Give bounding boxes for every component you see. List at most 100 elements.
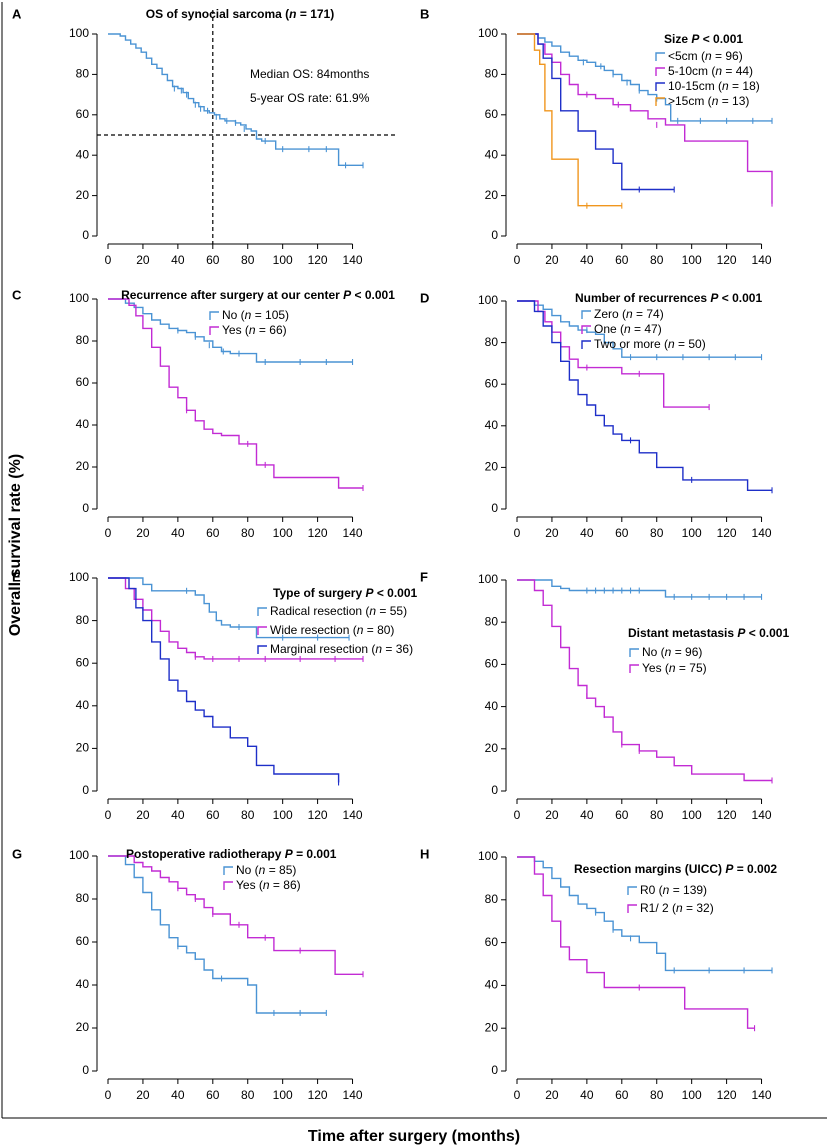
y-tick-label: 100 (69, 570, 89, 584)
survival-curve-r0 (517, 856, 772, 972)
x-tick-label: 120 (717, 253, 737, 267)
legend-label-part: Two or more ( (594, 337, 668, 351)
legend-label-part: = 55) (376, 604, 407, 618)
legend-label-part: R0 ( (640, 883, 663, 897)
x-tick-label: 40 (171, 808, 185, 822)
panel-letter: D (420, 290, 429, 305)
survival-curve-10-15cm (517, 33, 675, 191)
legend-label-part: n (676, 901, 683, 915)
legend-swatch (627, 904, 637, 913)
y-tick-label: 80 (485, 614, 499, 628)
survival-curve-5-10cm (517, 33, 773, 204)
legend-label: 5-10cm (n = 44) (668, 64, 753, 78)
y-tick-label: 60 (485, 107, 499, 121)
chart-title-part: P (725, 862, 734, 876)
legend-label-part: = 13) (718, 94, 749, 108)
legend-label-part: Wide resection ( (270, 623, 357, 637)
x-tick-label: 100 (273, 526, 293, 540)
chart-title: Recurrence after surgery at our center P… (121, 288, 395, 302)
y-tick-label: 60 (485, 935, 499, 949)
x-tick-label: 80 (241, 253, 255, 267)
legend-label-part: >15cm ( (668, 94, 712, 108)
chart-title-part: < 0.001 (718, 291, 762, 305)
legend-label-part: Yes ( (236, 878, 263, 892)
survival-curve-r1-2 (517, 856, 755, 1029)
chart-panel-c: C 0 20 40 60 80 100 120 140 0 20 40 60 80 100 Recurrenc… (12, 287, 395, 540)
y-tick-label: 20 (76, 741, 90, 755)
legend-label-part: n (663, 883, 670, 897)
x-tick-label: 80 (650, 808, 664, 822)
y-tick-label: 0 (82, 783, 89, 797)
legend-label-part: n (357, 623, 364, 637)
y-tick-label: 100 (478, 849, 498, 863)
chart-title-part: Number of recurrences (575, 291, 710, 305)
y-tick-label: 100 (478, 26, 498, 40)
y-tick-label: 40 (485, 418, 499, 432)
chart-title: Number of recurrences P < 0.001 (575, 291, 762, 305)
chart-title-part: P (343, 288, 352, 302)
x-tick-label: 60 (206, 808, 220, 822)
y-tick-label: 20 (485, 188, 499, 202)
y-tick-label: 80 (76, 613, 90, 627)
y-tick-label: 0 (491, 501, 498, 515)
y-tick-label: 40 (76, 698, 90, 712)
survival-curve-all (108, 33, 363, 166)
legend-label-part: No ( (222, 308, 245, 322)
legend-label-part: Yes ( (222, 323, 249, 337)
x-tick-label: 80 (650, 253, 664, 267)
y-tick-label: 0 (491, 1063, 498, 1077)
chart-title-part: = 0.001 (293, 847, 337, 861)
legend-label-part: 5-10cm ( (668, 64, 715, 78)
chart-title-part: P (285, 847, 294, 861)
legend-label-part: n (369, 604, 376, 618)
legend-label-part: n (626, 307, 633, 321)
y-tick-label: 80 (76, 333, 90, 347)
chart-title-part: OS of synocial sarcoma ( (146, 7, 289, 21)
legend-label: No (n = 96) (642, 645, 702, 659)
legend-label-part: n (669, 661, 676, 675)
x-tick-label: 140 (343, 253, 363, 267)
survival-curve-two-or-more (517, 300, 772, 491)
y-tick-label: 60 (76, 107, 90, 121)
x-tick-label: 140 (752, 1088, 772, 1102)
legend-label: 10-15cm (n = 18) (668, 79, 760, 93)
y-tick-label: 80 (76, 67, 90, 81)
x-tick-label: 120 (717, 526, 737, 540)
legend-label-part: = 75) (676, 661, 707, 675)
legend-swatch (581, 340, 591, 349)
y-tick-label: 80 (76, 891, 90, 905)
survival-curve--5cm (517, 33, 772, 122)
y-tick-label: 100 (478, 293, 498, 307)
panel-letter: B (420, 6, 429, 21)
legend-label-part: Radical resection ( (270, 604, 369, 618)
x-tick-label: 40 (580, 1088, 594, 1102)
x-tick-label: 20 (545, 1088, 559, 1102)
legend-swatch (257, 607, 267, 616)
panel-letter: G (12, 846, 22, 861)
survival-curve--15cm (517, 33, 622, 207)
chart-title: OS of synocial sarcoma (n = 171) (146, 7, 334, 21)
x-tick-label: 20 (545, 526, 559, 540)
x-tick-label: 120 (308, 1088, 328, 1102)
x-tick-label: 0 (105, 253, 112, 267)
x-tick-label: 60 (206, 526, 220, 540)
survival-curve-no (517, 579, 762, 598)
y-tick-label: 60 (76, 375, 90, 389)
legend-label-part: One ( (594, 322, 624, 336)
legend-label: Wide resection (n = 80) (270, 623, 394, 637)
panel-letter: E (12, 569, 21, 584)
x-tick-label: 120 (308, 808, 328, 822)
x-tick-label: 0 (105, 808, 112, 822)
y-tick-label: 0 (82, 1063, 89, 1077)
y-tick-label: 20 (76, 188, 90, 202)
x-tick-label: 60 (615, 1088, 629, 1102)
legend-label-part: n (705, 49, 712, 63)
x-tick-label: 20 (545, 253, 559, 267)
y-tick-label: 0 (491, 228, 498, 242)
legend-label-part: n (259, 863, 266, 877)
chart-title-part: < 0.001 (351, 288, 395, 302)
legend-swatch (257, 645, 267, 654)
survival-curve-one (517, 300, 710, 408)
chart-title: Type of surgery P < 0.001 (273, 586, 418, 600)
